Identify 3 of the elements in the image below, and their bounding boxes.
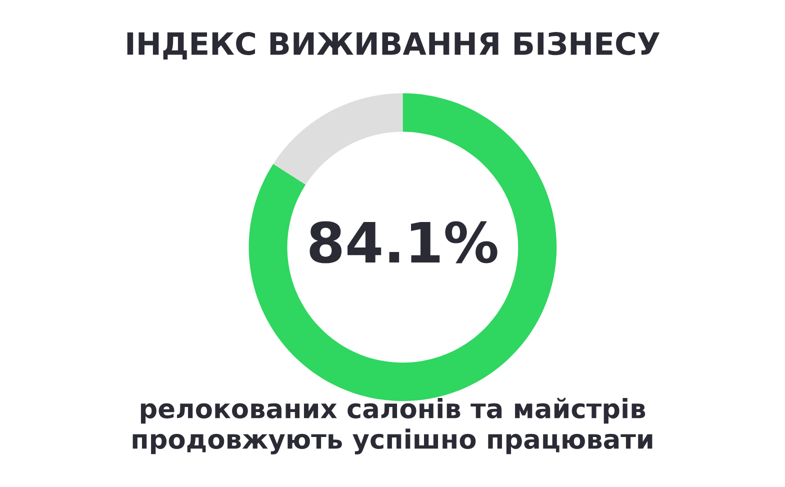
text: релокованих салонів та майстрів продовжують успішно працювати bbox=[132, 398, 652, 454]
chart-title: ІНДЕКС ВИЖИВАННЯ БІЗНЕСУ bbox=[127, 32, 660, 60]
data-label: 84.1% bbox=[310, 221, 498, 264]
